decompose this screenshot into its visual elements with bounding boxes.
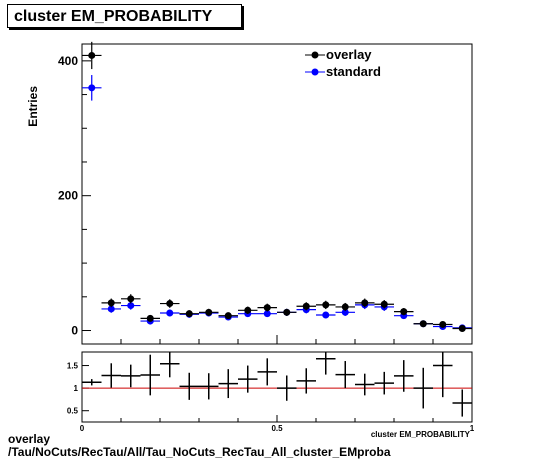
- footer-line-1: overlay: [8, 432, 51, 446]
- overlay-point: [244, 306, 252, 314]
- ratio-y-tick-label: 1.5: [67, 362, 79, 371]
- overlay-point: [283, 308, 291, 316]
- ratio-y-tick-label: 0.5: [67, 407, 79, 416]
- ratio-x-tick-label: 1: [470, 424, 475, 433]
- overlay-point: [263, 304, 271, 312]
- legend-overlay-label: overlay: [326, 47, 372, 62]
- standard-point: [88, 84, 96, 92]
- overlay-point: [458, 324, 466, 332]
- y-axis-label: Entries: [26, 86, 40, 127]
- overlay-point: [302, 302, 310, 310]
- ratio-plot-frame: [81, 351, 473, 423]
- chart-title: cluster EM_PROBABILITY: [7, 4, 242, 28]
- overlay-point: [146, 314, 154, 322]
- ratio-panel: 0.511.50 0.5 1 cluster EM_PROBABILITY: [67, 351, 475, 439]
- legend-standard-marker: [311, 68, 319, 76]
- overlay-point: [224, 312, 232, 320]
- standard-point: [263, 310, 271, 318]
- standard-point: [341, 308, 349, 316]
- y-tick-label: 400: [58, 54, 78, 68]
- ratio-y-tick-label: 1: [74, 384, 79, 393]
- standard-point: [107, 305, 115, 313]
- legend-overlay-marker: [311, 51, 319, 59]
- overlay-point: [439, 320, 447, 328]
- overlay-point: [185, 310, 193, 318]
- y-tick-label: 200: [58, 189, 78, 203]
- overlay-point: [400, 308, 408, 316]
- footer-line-2: /Tau/NoCuts/RecTau/All/Tau_NoCuts_RecTau…: [8, 445, 391, 459]
- overlay-point: [341, 303, 349, 311]
- overlay-point: [205, 308, 213, 316]
- footer-caption: overlay /Tau/NoCuts/RecTau/All/Tau_NoCut…: [8, 433, 391, 459]
- standard-point: [127, 302, 135, 310]
- overlay-point: [419, 320, 427, 328]
- legend-standard-label: standard: [326, 64, 381, 79]
- ratio-x-tick-label: 0.5: [271, 424, 283, 433]
- y-tick-label: 0: [71, 324, 78, 338]
- overlay-point: [88, 51, 96, 59]
- ratio-x-tick-label: 0: [80, 424, 85, 433]
- legend: overlay standard: [305, 47, 381, 79]
- overlay-point: [127, 295, 135, 303]
- main-panel: 0 200 400 Entries: [26, 41, 473, 345]
- overlay-point: [380, 300, 388, 308]
- standard-point: [166, 309, 174, 317]
- overlay-point: [361, 299, 369, 307]
- overlay-point: [166, 300, 174, 308]
- ratio-x-axis-label: cluster EM_PROBABILITY: [371, 430, 471, 439]
- overlay-point: [107, 299, 115, 307]
- overlay-point: [322, 301, 330, 309]
- standard-point: [322, 311, 330, 319]
